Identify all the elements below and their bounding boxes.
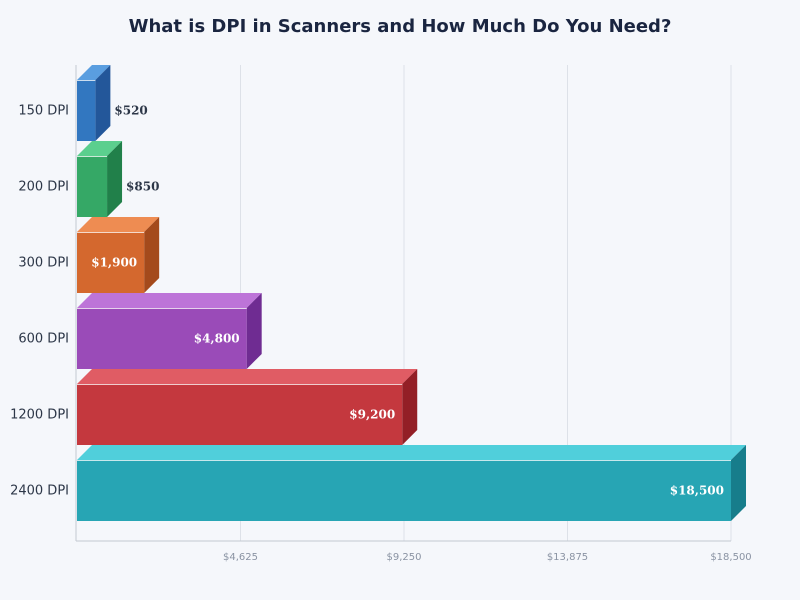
chart-title: What is DPI in Scanners and How Much Do … (128, 16, 672, 37)
value-label: $520 (114, 104, 147, 118)
bar-300-dpi[interactable]: $1,900 (77, 217, 160, 293)
bar-side-face (144, 217, 160, 293)
category-label: 600 DPI (18, 332, 69, 347)
value-label: $1,900 (91, 256, 137, 270)
bar-top-face (77, 141, 123, 156)
category-label: 150 DPI (18, 104, 69, 119)
x-tick-label: $18,500 (710, 552, 751, 563)
x-tick-label: $4,625 (223, 552, 258, 563)
bar-side-face (107, 141, 123, 217)
bar-front-face (77, 156, 108, 217)
x-tick-label: $9,250 (387, 552, 422, 563)
bar-top-face (77, 445, 746, 460)
category-label: 300 DPI (18, 256, 69, 271)
category-label: 200 DPI (18, 180, 69, 195)
value-label: $9,200 (349, 408, 395, 422)
bar-side-face (731, 445, 746, 521)
bar-front-face (77, 460, 731, 521)
value-label: $18,500 (670, 484, 724, 498)
bar-front-face (77, 232, 145, 293)
bar-top-face (77, 65, 111, 80)
bar-2400-dpi[interactable]: $18,500 (77, 445, 746, 521)
axes (75, 65, 731, 542)
x-axis-tick-labels: $4,625 $9,250 $13,875 $18,500 (223, 552, 752, 563)
bar-1200-dpi[interactable]: $9,200 (77, 369, 418, 445)
category-label: 1200 DPI (10, 408, 69, 423)
bar-top-face (77, 217, 160, 232)
bar-side-face (246, 293, 262, 369)
bar-150-dpi[interactable]: $520 (77, 65, 148, 141)
category-label: 2400 DPI (10, 484, 69, 499)
y-axis-labels: 2400 DPI 1200 DPI 600 DPI 300 DPI 200 DPI 150… (10, 104, 69, 499)
bar-side-face (95, 65, 111, 141)
bar-top-face (77, 369, 418, 384)
value-label: $850 (126, 180, 159, 194)
bar-front-face (77, 308, 247, 369)
bar-200-dpi[interactable]: $850 (77, 141, 159, 217)
bar-front-face (77, 80, 96, 141)
bar-side-face (402, 369, 418, 445)
bar-600-dpi[interactable]: $4,800 (77, 293, 262, 369)
bars: $18,500 $9,200 $4,800 $1,900 $850 $520 (77, 65, 746, 521)
bar-top-face (77, 293, 262, 308)
value-label: $4,800 (194, 332, 240, 346)
bar-front-face (77, 384, 403, 445)
x-tick-label: $13,875 (547, 552, 588, 563)
